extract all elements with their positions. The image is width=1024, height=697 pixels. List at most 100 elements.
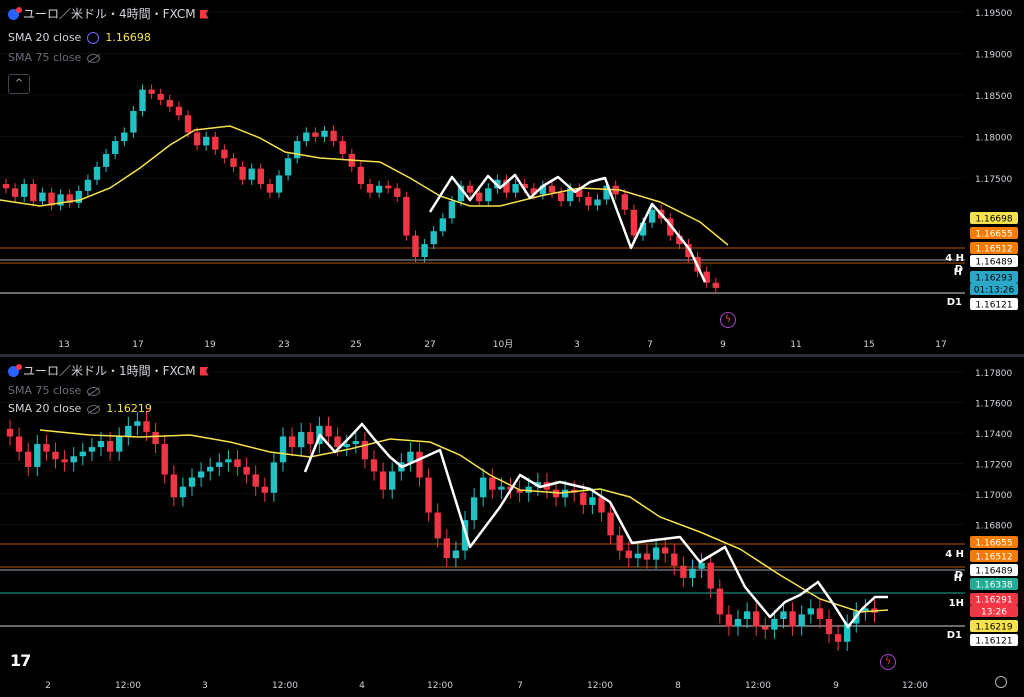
settings-gear-icon[interactable] — [995, 676, 1007, 688]
candle-body — [480, 477, 487, 498]
candle-body — [184, 115, 192, 133]
price-tag — [970, 605, 1018, 617]
candle-body — [57, 194, 64, 206]
hidden-eye-icon[interactable] — [87, 404, 101, 414]
candle-body — [188, 477, 196, 487]
candle-body — [307, 431, 314, 445]
price-tag — [970, 578, 1018, 590]
chart-pane-1h[interactable]: 1.17800 1.17600 1.17400 1.17200 1.17000 1.168… — [0, 357, 1024, 697]
candle-body — [203, 136, 210, 146]
eurusd-logo-icon — [8, 363, 22, 377]
price-tag-label: 01:13:26 — [974, 286, 1015, 296]
candle-body — [243, 466, 250, 475]
x-tick-label: 8 — [675, 681, 681, 691]
collapse-legend-button[interactable]: ^ — [8, 74, 30, 94]
candle-body — [370, 459, 378, 472]
candle-body — [139, 89, 146, 112]
candle-body — [216, 462, 223, 467]
x-tick-label: 12:00 — [427, 681, 453, 691]
candle-body — [266, 184, 274, 193]
candle-body — [598, 497, 605, 513]
symbol-title-4h[interactable]: ユーロ／米ドル・4時間・FXCM — [8, 6, 209, 22]
chart-1h-canvas[interactable]: 1.17800 1.17600 1.17400 1.17200 1.17000 1.168… — [0, 357, 1024, 697]
y-tick-label: 1.19000 — [975, 51, 1012, 61]
candle-body — [312, 132, 319, 137]
candle-body — [621, 194, 628, 210]
candle-body — [680, 565, 687, 578]
price-tag-label: 1.16489 — [975, 567, 1012, 577]
candle-body — [476, 192, 483, 202]
candle-body — [753, 611, 760, 627]
x-tick-label: 9 — [833, 681, 839, 691]
symbol-title-text: ユーロ／米ドル・1時間・FXCM — [23, 364, 196, 378]
candle-body — [330, 130, 337, 142]
pane-divider[interactable] — [0, 354, 1024, 357]
candle-body — [589, 497, 596, 505]
symbol-title-1h[interactable]: ユーロ／米ドル・1時間・FXCM — [8, 363, 209, 379]
candle-body — [148, 89, 155, 94]
candle-body — [616, 535, 623, 551]
y-tick-label: 1.17800 — [975, 369, 1012, 379]
price-tag-label: 1.16293 — [975, 274, 1012, 284]
candle-body — [689, 568, 696, 578]
candle-body — [52, 451, 59, 460]
candle-body — [389, 471, 396, 490]
candle-body — [557, 192, 565, 202]
flash-icon[interactable]: ϟ — [720, 312, 736, 328]
candle-body — [106, 441, 114, 452]
candle-body — [630, 209, 638, 236]
level-label: D — [955, 570, 963, 581]
chart-4h-canvas[interactable]: 1.19500 1.19000 1.18500 1.18000 1.17500 13 17 1… — [0, 0, 1024, 354]
x-tick-label: 13 — [58, 340, 69, 350]
candle-body — [394, 188, 401, 197]
tradingview-logo-icon[interactable]: 17 — [10, 651, 31, 670]
hidden-eye-icon[interactable] — [87, 386, 101, 396]
indicator-sma75-1h[interactable]: SMA 75 close — [8, 383, 209, 399]
chart-pane-4h[interactable]: 1.19500 1.19000 1.18500 1.18000 1.17500 13 17 1… — [0, 0, 1024, 354]
price-tag — [970, 298, 1018, 310]
candle-body — [121, 132, 128, 142]
candle-body — [607, 512, 614, 536]
symbol-title-text: ユーロ／米ドル・4時間・FXCM — [23, 7, 196, 21]
candle-body — [157, 93, 164, 100]
candle-body — [70, 456, 77, 463]
hidden-eye-icon[interactable] — [87, 53, 101, 63]
x-tick-label: 12:00 — [902, 681, 928, 691]
x-tick-label: 3 — [574, 340, 580, 350]
indicator-sma75-4h[interactable]: SMA 75 close — [8, 50, 209, 66]
candle-body — [385, 185, 392, 189]
candle-body — [143, 421, 150, 432]
candle-body — [11, 188, 19, 197]
price-tag-label: 1.16512 — [975, 245, 1012, 255]
price-tag — [970, 564, 1018, 576]
y-tick-label: 1.17200 — [975, 461, 1012, 471]
candle-body — [48, 192, 55, 206]
indicator-sma20-1h[interactable]: SMA 20 close 1.16219 — [8, 401, 209, 417]
x-tick-label: 15 — [863, 340, 874, 350]
level-label: H — [954, 573, 962, 584]
x-tick-label: 11 — [790, 340, 801, 350]
candle-body — [84, 179, 92, 191]
flash-icon[interactable]: ϟ — [880, 654, 896, 670]
candle-body — [88, 447, 96, 452]
candle-body — [407, 451, 414, 463]
candle-body — [816, 608, 824, 619]
x-tick-label: 7 — [647, 340, 653, 350]
price-tag-label: 1.16489 — [975, 258, 1012, 268]
y-tick-label: 1.16800 — [975, 522, 1012, 532]
indicator-sma20-4h[interactable]: SMA 20 close 1.16698 — [8, 30, 209, 46]
candle-body — [2, 184, 10, 189]
candle-body — [279, 436, 287, 463]
candle-body — [270, 462, 278, 493]
candle-body — [743, 611, 751, 619]
candle-body — [485, 188, 492, 202]
x-tick-label: 25 — [350, 340, 361, 350]
level-label: H — [954, 267, 962, 278]
y-tick-label: 1.19500 — [975, 9, 1012, 19]
candle-body — [34, 444, 41, 467]
candle-body — [15, 436, 23, 452]
candle-body — [175, 106, 183, 116]
candle-body — [161, 444, 168, 475]
candle-body — [193, 132, 201, 146]
candle-body — [771, 618, 778, 630]
